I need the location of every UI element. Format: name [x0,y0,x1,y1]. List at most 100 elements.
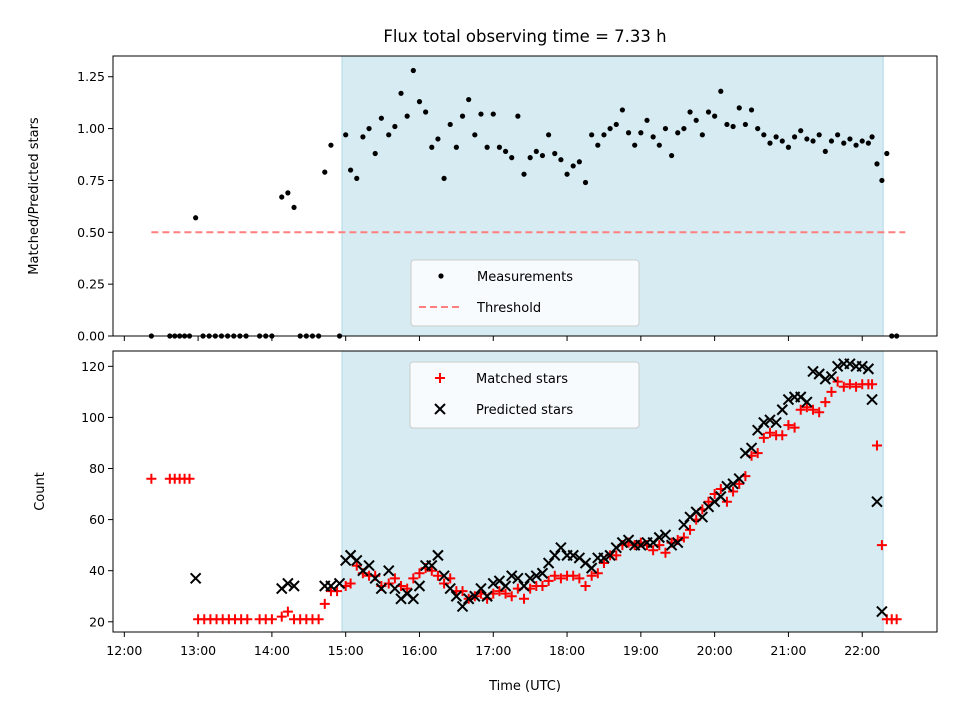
measurement-point [693,117,699,123]
measurement-point [533,148,539,155]
bottom-y-axis-label: Count [33,472,48,511]
bottom-x-ticks: 12:00 13:00 14:00 15:00 16:00 17:00 18:00 19:00… [106,632,880,658]
matched-star-marker [402,583,413,594]
y-tick-label: 0.25 [77,277,105,292]
predicted-star-marker [333,577,346,590]
predicted-star-marker [444,582,456,595]
measurement-point [828,138,835,144]
matched-star-marker [660,547,671,558]
matched-star-marker [678,532,689,543]
matched-star-marker [276,611,287,622]
measurement-point [742,121,748,128]
matched-star-marker [519,593,530,604]
matched-star-markers [146,376,902,625]
predicted-star-marker [825,370,838,383]
y-tick-label: 0.50 [77,225,105,240]
matched-star-marker [808,404,819,415]
bottom-plot-panel: 20 40 60 80 100 120 12:00 13:00 14:00 15:00 16:00… [33,350,938,694]
measurement-point [816,132,822,138]
predicted-star-marker [456,600,469,613]
matched-star-marker [820,397,831,408]
y-tick-label: 40 [89,563,105,578]
predicted-star-marker [288,580,300,592]
measurement-point [576,159,582,165]
y-tick-label: 20 [89,614,105,629]
predicted-star-marker [536,567,549,579]
predicted-star-marker [282,577,294,590]
measurement-point [378,115,384,121]
matched-star-marker [764,427,775,438]
x-tick-label: 14:00 [254,643,290,658]
measurement-point [484,144,490,150]
y-tick-label: 1.25 [77,69,105,84]
measurement-point [410,67,416,74]
predicted-star-marker [506,570,518,582]
predicted-star-marker [475,582,487,595]
measurement-point [755,125,761,132]
measurement-point [699,132,705,138]
measurement-point [841,140,847,146]
predicted-star-marker [375,582,388,595]
matched-star-marker [457,586,468,597]
legend-entry-label: Predicted stars [476,403,573,418]
predicted-star-marker [549,549,561,562]
matched-star-marker [345,578,356,589]
measurement-point [869,134,875,140]
measurement-point [687,109,693,115]
matched-star-marker [574,573,585,584]
matched-star-marker [801,402,812,413]
matched-star-marker [555,573,566,584]
predicted-star-marker [189,572,202,585]
matched-star-marker [867,379,878,390]
matched-star-marker [876,540,887,551]
measurement-point [279,194,285,200]
measurement-point [521,171,527,177]
legend-entry-label: Matched stars [476,372,568,387]
x-tick-label: 18:00 [549,643,585,658]
predicted-star-marker [715,490,727,503]
measurement-point [668,152,675,159]
measurement-point [386,132,392,138]
measurement-point [712,113,718,119]
matched-star-marker [871,440,882,451]
measurement-point [509,155,515,161]
measurement-point [515,113,521,119]
bottom-legend: Matched stars Predicted stars [409,361,640,429]
legend-entry-label: Measurements [477,270,573,285]
y-tick-label: 120 [81,359,105,374]
predicted-star-marker [665,539,678,551]
predicted-star-marker [604,549,616,562]
x-tick-label: 12:00 [106,643,142,658]
measurement-point [761,132,767,138]
matched-star-marker [734,478,745,489]
legend-plus-icon [435,373,445,383]
predicted-star-marker [758,416,770,429]
matched-star-marker [758,432,769,443]
matched-star-marker [851,381,862,392]
predicted-star-marker [721,480,733,493]
predicted-star-marker [862,363,875,375]
legend-x-icon [434,403,446,415]
predicted-star-marker [616,536,629,549]
bottom-y-ticks: 20 40 60 80 100 120 [81,359,113,629]
x-tick-label: 19:00 [623,643,659,658]
x-tick-label: 21:00 [770,643,806,658]
measurement-point [343,132,349,138]
measurement-point [595,142,601,148]
predicted-star-marker [876,605,888,618]
legend-box [409,361,640,429]
measurement-point [582,179,589,186]
matched-star-marker [414,568,425,579]
measurement-point [193,215,199,221]
matched-star-marker [282,606,293,617]
matched-star-marker [432,570,443,581]
measurement-point [291,204,297,211]
matched-star-marker [500,588,511,599]
measurement-point [779,138,785,144]
matched-star-marker [549,570,560,581]
measurement-point [416,99,423,105]
measurement-point [619,107,626,113]
predicted-star-marker [487,577,499,590]
y-tick-label: 0.00 [77,329,105,344]
predicted-star-marker [469,590,481,602]
